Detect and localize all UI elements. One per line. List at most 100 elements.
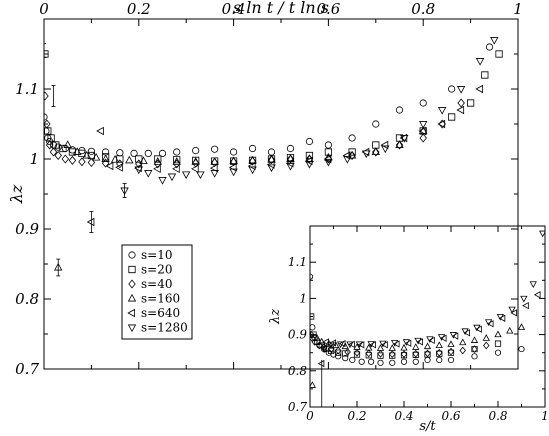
inset-data-point [412, 358, 419, 365]
main-data-point [347, 150, 357, 159]
inset-x-tick-label: 0.8 [488, 409, 507, 423]
main-data-point [395, 106, 404, 114]
inset-data-point [335, 353, 342, 360]
main-data-point [362, 150, 371, 159]
inset-data-point [494, 349, 502, 356]
inset-data-point [310, 273, 314, 280]
inset-data-point [484, 319, 493, 327]
inset-data-point [510, 309, 518, 317]
inset-data-point [327, 341, 335, 349]
inset-data-point [412, 343, 420, 350]
main-data-point [134, 166, 143, 175]
main-data-point [286, 154, 295, 164]
main-data-point [135, 155, 143, 163]
inset-x-tick-label: 0.4 [394, 409, 413, 423]
main-data-point [324, 152, 333, 161]
main-data-point [86, 217, 95, 227]
inset-data-point [517, 323, 526, 330]
inset-data-point [377, 352, 384, 359]
inset-data-point [317, 359, 325, 368]
inset-data-point [376, 344, 385, 351]
main-data-point [96, 126, 104, 136]
main-data-point [395, 140, 404, 148]
main-y-axis-label: λz [7, 184, 26, 204]
inset-data-point [355, 341, 363, 349]
main-data-point [102, 148, 110, 156]
main-data-point [105, 161, 114, 171]
legend-label: s=20 [141, 263, 172, 277]
inset-data-point [533, 291, 541, 299]
main-data-point [192, 147, 200, 155]
main-data-point [305, 137, 314, 146]
main-data-point [82, 150, 91, 159]
inset-data-point [344, 348, 351, 356]
main-data-point [49, 147, 58, 157]
inset-data-point [520, 295, 528, 303]
main-data-point [139, 156, 148, 165]
main-data-point [371, 147, 380, 155]
main-chart: 0 0.2 0.4 0.6 0.8 1 0.7 0.8 0.9 1 1.1 s ln t / t ln… [7, 0, 523, 378]
inset-data-point [334, 346, 342, 355]
inset-data-point [342, 355, 349, 362]
inset-data-point [390, 340, 399, 347]
main-y-tick-label: 0.8 [15, 290, 39, 308]
inset-data-point [318, 342, 325, 349]
main-data-point [485, 43, 494, 51]
main-data-point [372, 141, 380, 149]
legend-label: s=640 [141, 306, 180, 320]
inset-data-point [424, 349, 431, 358]
main-data-point [267, 164, 276, 173]
main-data-point [419, 127, 427, 135]
inset-x-tick-label: 0.6 [441, 409, 460, 423]
inset-data-point [389, 359, 396, 366]
main-data-point [44, 50, 49, 58]
inset-data-point [435, 341, 443, 349]
inset-data-point [508, 306, 516, 314]
main-data-point [209, 163, 218, 173]
inset-points [310, 230, 545, 407]
inset-data-point [471, 353, 478, 360]
inset-data-point [539, 230, 545, 238]
inset-data-point [459, 346, 466, 355]
main-data-point [380, 140, 389, 150]
main-data-point [286, 144, 295, 153]
inset-data-point [310, 313, 315, 320]
main-data-point [47, 134, 55, 142]
main-data-point [286, 163, 295, 171]
inset-data-point [529, 281, 537, 288]
inset-x-tick-label: 0.2 [347, 409, 366, 423]
inset-data-point [447, 347, 455, 356]
inset-data-point [461, 328, 469, 336]
main-data-point [448, 113, 456, 121]
main-data-point [91, 152, 101, 161]
inset-data-point [313, 338, 321, 345]
inset-data-point [402, 339, 410, 346]
main-y-tick-label: 1 [29, 150, 39, 168]
main-data-point [324, 141, 332, 149]
main-data-point [158, 149, 167, 157]
main-data-point [44, 113, 48, 121]
main-data-point [248, 155, 257, 164]
main-data-point [153, 157, 162, 165]
inset-data-point [389, 350, 396, 359]
inset-data-point [328, 347, 335, 354]
main-data-point [467, 99, 475, 107]
inset-data-point [400, 358, 408, 365]
main-data-point [229, 156, 238, 165]
inset-data-point [367, 341, 375, 348]
main-data-point [87, 158, 96, 167]
inset-data-point [318, 337, 326, 345]
main-data-point [173, 148, 181, 156]
main-data-point [158, 177, 167, 185]
main-data-point [172, 157, 181, 165]
main-data-point [87, 147, 96, 155]
main-data-point [154, 155, 162, 163]
main-data-point [348, 134, 356, 142]
inset-data-point [400, 343, 408, 351]
inset-data-point [377, 349, 384, 358]
main-data-point [211, 145, 219, 153]
inset-x-axis-label: s/t [419, 419, 436, 434]
inset-data-point [426, 336, 434, 344]
inset-data-point [335, 349, 342, 356]
